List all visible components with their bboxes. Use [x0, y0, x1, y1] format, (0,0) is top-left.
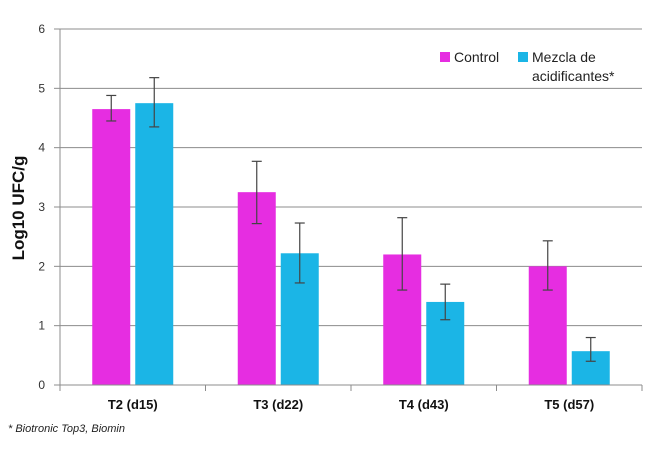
y-tick-label: 6 [38, 22, 45, 36]
x-tick-label: T5 (d57) [544, 397, 594, 412]
legend-label-line: acidificantes* [532, 68, 615, 84]
legend: Control Mezcla de acidificantes* [440, 49, 615, 84]
legend-swatch [440, 52, 450, 62]
legend-label-line: Mezcla de [532, 49, 596, 65]
y-tick-label: 0 [38, 378, 45, 392]
legend-label: Mezcla de acidificantes* [532, 49, 615, 84]
y-tick-label: 3 [38, 200, 45, 214]
x-tick-label: T4 (d43) [399, 397, 449, 412]
legend-swatch [518, 52, 528, 62]
x-tick-label: T2 (d15) [108, 397, 158, 412]
y-tick-label: 5 [38, 81, 45, 95]
legend-label: Control [454, 49, 499, 65]
bars [92, 103, 610, 386]
axes: 0 1 2 3 4 5 6 T2 (d15) T3 (d22) T4 (d43) T5 (d57) [38, 22, 643, 412]
footnote: * Biotronic Top3, Biomin [8, 423, 125, 435]
y-tick-label: 1 [38, 319, 45, 333]
y-tick-label: 4 [38, 141, 45, 155]
bar [92, 109, 131, 385]
legend-label-line: Control [454, 49, 499, 65]
x-tick-label: T3 (d22) [253, 397, 303, 412]
bar [237, 192, 276, 385]
y-axis-label: Log10 UFC/g [9, 156, 28, 261]
bar [135, 103, 174, 386]
y-tick-label: 2 [38, 259, 45, 273]
error-bars [106, 77, 596, 362]
